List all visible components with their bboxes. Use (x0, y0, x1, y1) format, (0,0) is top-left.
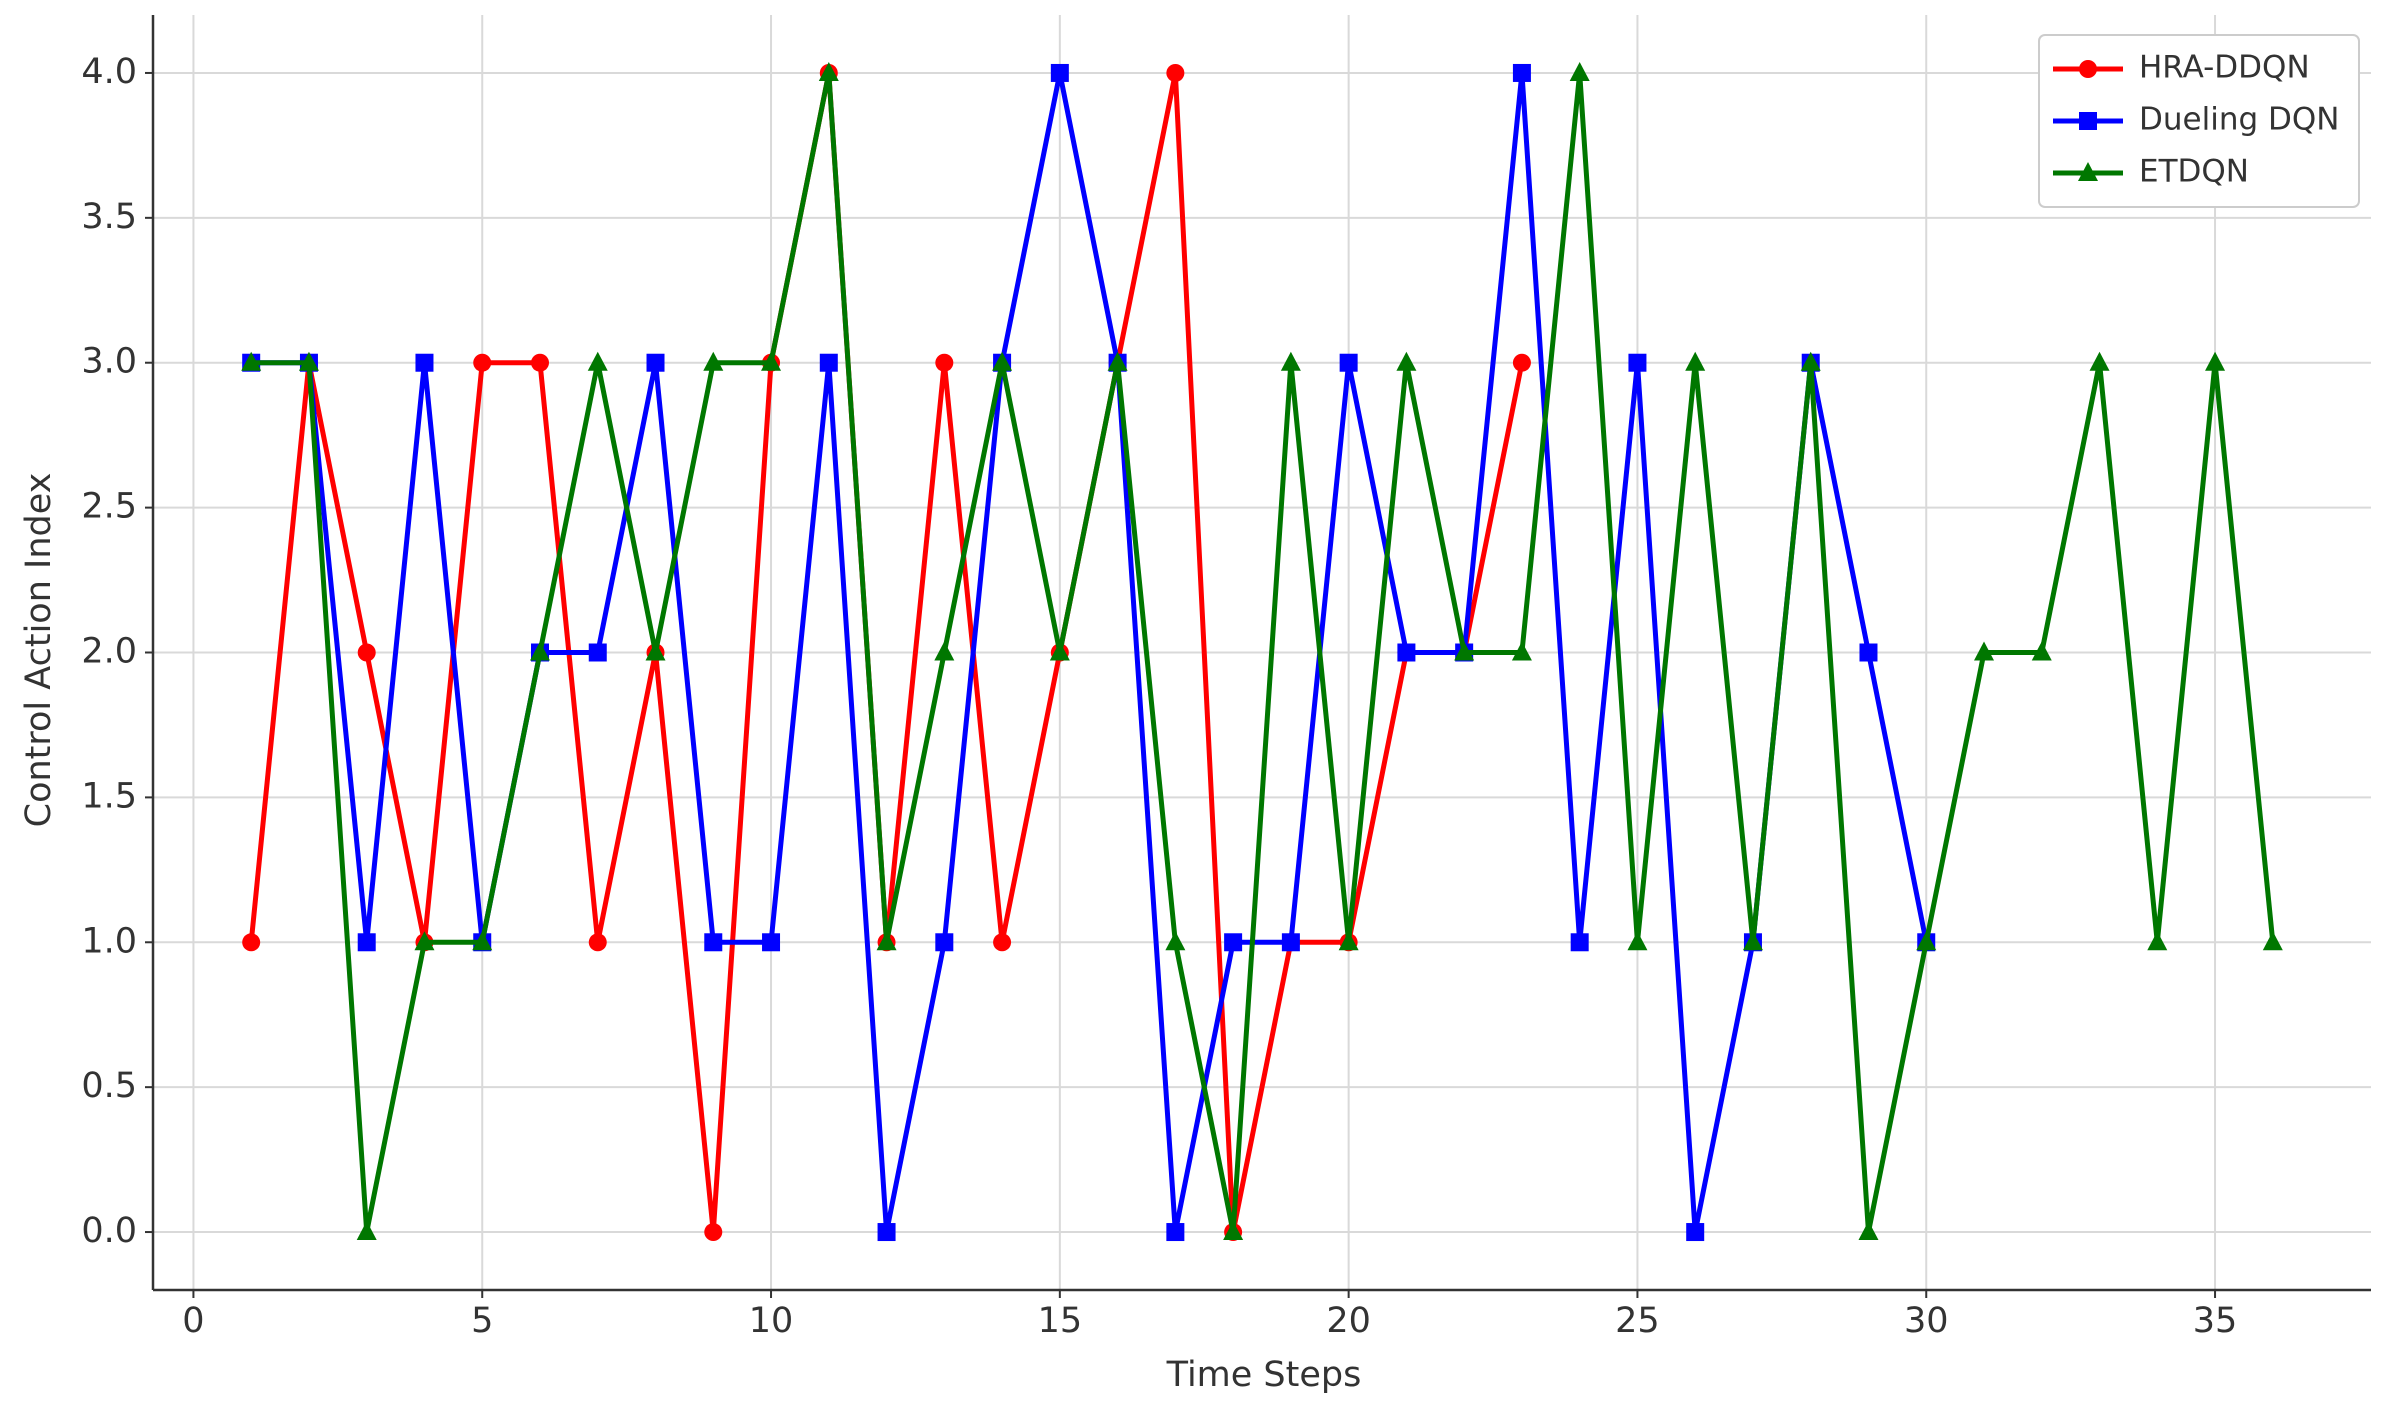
data-point (1570, 933, 1589, 952)
data-point (1454, 641, 1475, 661)
x-tick-label: 5 (471, 1301, 493, 1341)
data-point (704, 933, 723, 952)
data-point (588, 933, 607, 952)
data-point (992, 351, 1013, 371)
data-point (2205, 351, 2226, 371)
series-line (251, 70, 2276, 1235)
data-point (1627, 931, 1648, 951)
data-point (1569, 61, 1590, 81)
data-point (1511, 641, 1532, 661)
data-point (934, 641, 955, 661)
legend-box (2038, 34, 2360, 208)
data-point (1280, 351, 1301, 371)
x-tick-label: 20 (1326, 1301, 1371, 1341)
data-point (704, 1223, 723, 1242)
data-point (1512, 63, 1531, 82)
data-point (473, 353, 492, 372)
data-point (935, 933, 954, 952)
data-point (415, 353, 434, 372)
data-point (357, 643, 376, 662)
x-tick-label: 0 (182, 1301, 204, 1341)
data-point (818, 61, 839, 81)
data-point (645, 641, 666, 661)
y-tick-label: 3.0 (81, 342, 137, 382)
data-point (1628, 353, 1647, 372)
legend-label: Dueling DQN (2139, 102, 2339, 138)
data-point (646, 353, 665, 372)
data-point (1224, 933, 1243, 952)
data-point (1685, 351, 1706, 371)
data-point (414, 931, 435, 951)
data-point (1338, 931, 1359, 951)
x-tick-label: 15 (1038, 1301, 1083, 1341)
data-point (762, 933, 781, 952)
data-point (588, 643, 607, 662)
data-point (761, 351, 782, 371)
data-point (1397, 643, 1416, 662)
data-point (1974, 641, 1995, 661)
data-point (1800, 351, 1821, 371)
data-point (1858, 1221, 1879, 1241)
data-point (993, 933, 1012, 952)
data-point (356, 1221, 377, 1241)
y-tick-label: 3.5 (81, 197, 137, 237)
legend-label: ETDQN (2139, 154, 2249, 190)
data-point (1223, 1221, 1244, 1241)
y-tick-label: 1.0 (81, 921, 137, 961)
legend-marker (2078, 162, 2098, 181)
data-point (703, 351, 724, 371)
data-point (1916, 931, 1937, 951)
data-point (2089, 351, 2110, 371)
data-point (1281, 933, 1300, 952)
data-point (1859, 643, 1878, 662)
x-tick-label: 35 (2193, 1301, 2238, 1341)
data-point (1339, 353, 1358, 372)
data-point (1050, 63, 1069, 82)
x-tick-label: 25 (1615, 1301, 1660, 1341)
y-tick-label: 4.0 (81, 52, 137, 92)
data-point (877, 1223, 896, 1242)
data-point (1165, 931, 1186, 951)
data-point (1049, 641, 1070, 661)
data-point (587, 351, 608, 371)
data-point (530, 353, 549, 372)
data-point (298, 351, 319, 371)
y-axis-label: Control Action Index (19, 473, 59, 828)
data-point (2147, 931, 2168, 951)
data-point (876, 931, 897, 951)
data-point (1396, 351, 1417, 371)
data-point (357, 933, 376, 952)
data-point (2031, 641, 2052, 661)
data-point (819, 353, 838, 372)
y-tick-label: 1.5 (81, 776, 137, 816)
data-point (1166, 1223, 1185, 1242)
data-point (1107, 351, 1128, 371)
y-tick-label: 2.5 (81, 487, 137, 527)
y-tick-label: 2.0 (81, 632, 137, 672)
y-tick-label: 0.5 (81, 1066, 137, 1106)
data-point (529, 641, 550, 661)
x-tick-label: 30 (1904, 1301, 1949, 1341)
data-point (472, 931, 493, 951)
data-point (1686, 1223, 1705, 1242)
x-axis-label: Time Steps (1166, 1355, 1362, 1395)
legend-label: HRA-DDQN (2139, 50, 2310, 86)
data-point (2262, 931, 2283, 951)
legend-marker (2079, 112, 2097, 130)
legend-marker (2079, 60, 2097, 78)
data-point (1166, 63, 1185, 82)
x-tick-label: 10 (749, 1301, 794, 1341)
data-point (935, 353, 954, 372)
y-tick-label: 0.0 (81, 1211, 137, 1251)
data-point (1512, 353, 1531, 372)
data-point (242, 933, 261, 952)
data-point (241, 351, 262, 371)
data-point (1742, 931, 1763, 951)
